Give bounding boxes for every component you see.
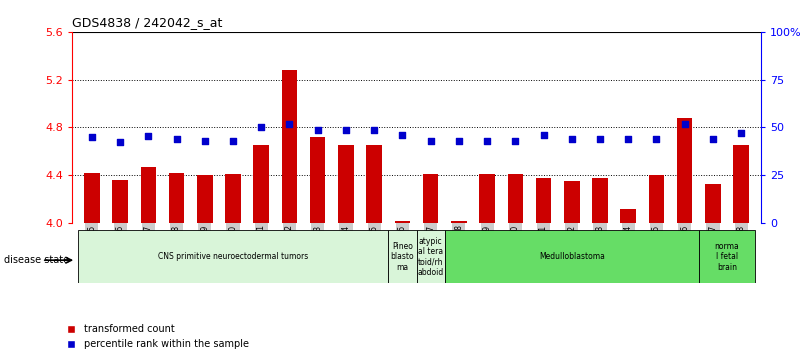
Text: Pineo
blasto
ma: Pineo blasto ma: [391, 242, 414, 272]
Point: [566, 137, 578, 142]
Point: [622, 137, 634, 142]
Bar: [734, 145, 749, 223]
Point: [312, 127, 324, 133]
Bar: [253, 145, 269, 223]
Bar: [445, 230, 698, 283]
Point: [706, 137, 719, 142]
Point: [425, 138, 437, 143]
Bar: [451, 221, 467, 223]
Bar: [84, 173, 99, 223]
Bar: [698, 230, 755, 283]
Text: GDS4838 / 242042_s_at: GDS4838 / 242042_s_at: [72, 16, 223, 29]
Bar: [366, 145, 382, 223]
Bar: [169, 173, 184, 223]
Bar: [705, 184, 721, 223]
Text: norma
l fetal
brain: norma l fetal brain: [714, 242, 739, 272]
Point: [255, 125, 268, 130]
Bar: [677, 118, 693, 223]
Point: [114, 139, 127, 145]
Point: [678, 121, 691, 127]
Point: [170, 137, 183, 142]
Point: [283, 121, 296, 127]
Bar: [564, 181, 580, 223]
Bar: [479, 174, 495, 223]
Text: CNS primitive neuroectodermal tumors: CNS primitive neuroectodermal tumors: [158, 252, 308, 261]
Point: [227, 138, 239, 143]
Bar: [310, 137, 325, 223]
Bar: [423, 174, 438, 223]
Bar: [508, 174, 523, 223]
Point: [481, 138, 493, 143]
Point: [368, 127, 380, 133]
Point: [735, 131, 747, 136]
Point: [594, 137, 606, 142]
Point: [340, 127, 352, 133]
Point: [86, 134, 99, 140]
Bar: [225, 174, 241, 223]
Legend: transformed count, percentile rank within the sample: transformed count, percentile rank withi…: [61, 324, 249, 349]
Bar: [621, 209, 636, 223]
Point: [650, 137, 663, 142]
Point: [537, 132, 550, 137]
Bar: [197, 175, 212, 223]
Text: Medulloblastoma: Medulloblastoma: [539, 252, 605, 261]
Bar: [417, 230, 445, 283]
Bar: [338, 145, 354, 223]
Bar: [78, 230, 388, 283]
Bar: [592, 178, 608, 223]
Point: [453, 138, 465, 143]
Point: [142, 133, 155, 139]
Point: [199, 138, 211, 143]
Point: [509, 138, 521, 143]
Point: [396, 132, 409, 137]
Bar: [140, 167, 156, 223]
Bar: [282, 70, 297, 223]
Bar: [395, 221, 410, 223]
Bar: [112, 180, 128, 223]
Text: atypic
al tera
toid/rh
abdoid: atypic al tera toid/rh abdoid: [417, 236, 444, 277]
Bar: [388, 230, 417, 283]
Bar: [536, 178, 551, 223]
Text: disease state: disease state: [4, 255, 69, 265]
Bar: [649, 175, 664, 223]
